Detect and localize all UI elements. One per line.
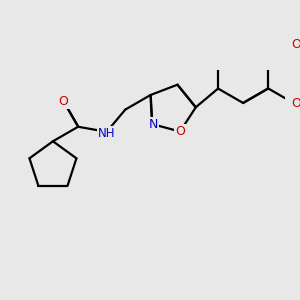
Text: N: N — [149, 118, 158, 130]
Text: O: O — [292, 97, 300, 110]
Text: O: O — [175, 125, 185, 138]
Text: O: O — [292, 38, 300, 52]
Text: NH: NH — [98, 127, 116, 140]
Text: O: O — [58, 95, 68, 108]
